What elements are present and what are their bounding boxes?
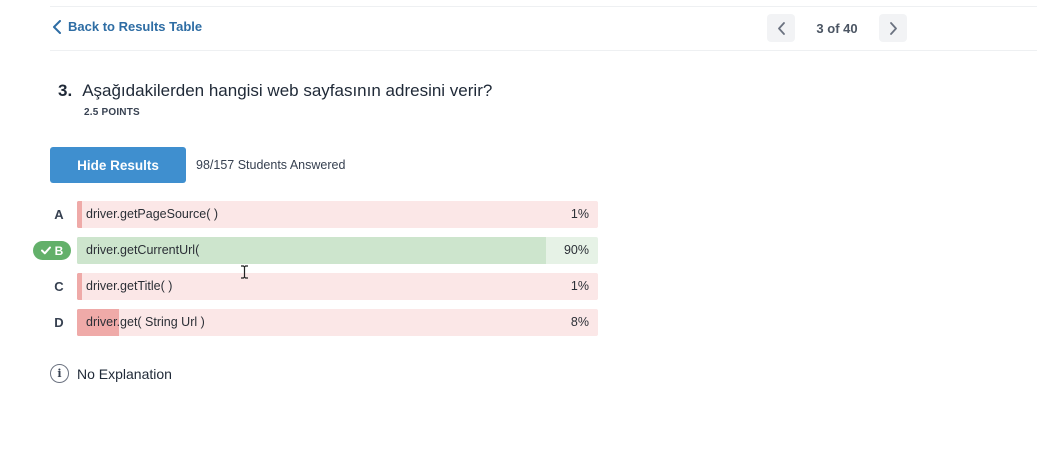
option-bar-edge bbox=[77, 237, 82, 264]
option-result-bar[interactable]: driver.getPageSource( ) 1% bbox=[77, 201, 598, 228]
option-text: driver.getTitle( ) bbox=[86, 279, 173, 293]
info-icon: i bbox=[50, 364, 69, 383]
answer-option-d: D driver.get( String Url ) 8% bbox=[30, 309, 600, 336]
question-title: 3. Aşağıdakilerden hangisi web sayfasını… bbox=[58, 81, 492, 101]
option-percent-fill bbox=[77, 237, 546, 264]
question-points: 2.5 POINTS bbox=[84, 107, 140, 118]
checkmark-icon bbox=[40, 246, 51, 255]
next-question-button[interactable] bbox=[879, 14, 907, 42]
answer-option-b: B driver.getCurrentUrl( 90% bbox=[30, 237, 600, 264]
top-divider bbox=[50, 6, 1037, 7]
option-bar-edge bbox=[77, 309, 82, 336]
back-to-results-link[interactable]: Back to Results Table bbox=[52, 19, 202, 34]
text-cursor-icon bbox=[241, 265, 248, 279]
option-result-bar[interactable]: driver.getCurrentUrl( 90% bbox=[77, 237, 598, 264]
option-letter: A bbox=[54, 207, 64, 222]
option-letter: C bbox=[54, 279, 64, 294]
hide-results-button[interactable]: Hide Results bbox=[50, 147, 186, 183]
option-bar-edge bbox=[77, 201, 82, 228]
chevron-left-icon bbox=[777, 21, 785, 35]
option-text: driver.get( String Url ) bbox=[86, 315, 205, 329]
chevron-right-icon bbox=[889, 21, 897, 35]
previous-question-button[interactable] bbox=[767, 14, 795, 42]
option-letter: D bbox=[54, 315, 64, 330]
explanation-text: No Explanation bbox=[77, 365, 172, 382]
option-percent: 8% bbox=[570, 315, 589, 329]
option-result-bar[interactable]: driver.getTitle( ) 1% bbox=[77, 273, 598, 300]
option-bar-edge bbox=[77, 273, 82, 300]
explanation-row: i No Explanation bbox=[50, 364, 172, 383]
chevron-left-icon bbox=[53, 19, 61, 34]
back-link-label: Back to Results Table bbox=[68, 19, 203, 34]
question-number: 3. bbox=[58, 81, 73, 100]
option-percent: 1% bbox=[570, 279, 589, 293]
option-percent-fill bbox=[77, 309, 119, 336]
answer-option-a: A driver.getPageSource( ) 1% bbox=[30, 201, 600, 228]
option-text: driver.getCurrentUrl( bbox=[86, 243, 200, 257]
option-letter: B bbox=[54, 243, 64, 258]
question-pager: 3 of 40 bbox=[767, 14, 907, 42]
option-result-bar[interactable]: driver.get( String Url ) 8% bbox=[77, 309, 598, 336]
answer-option-c: C driver.getTitle( ) 1% bbox=[30, 273, 600, 300]
option-text: driver.getPageSource( ) bbox=[86, 207, 219, 221]
header-divider bbox=[50, 50, 1037, 51]
question-text: Aşağıdakilerden hangisi web sayfasının a… bbox=[82, 81, 493, 100]
correct-answer-badge: B bbox=[33, 241, 71, 260]
students-answered-count: 98/157 Students Answered bbox=[196, 158, 346, 172]
answer-options: A driver.getPageSource( ) 1% B driver.ge… bbox=[30, 201, 600, 345]
pager-position: 3 of 40 bbox=[816, 20, 858, 36]
option-percent: 90% bbox=[563, 243, 589, 257]
option-percent: 1% bbox=[570, 207, 589, 221]
